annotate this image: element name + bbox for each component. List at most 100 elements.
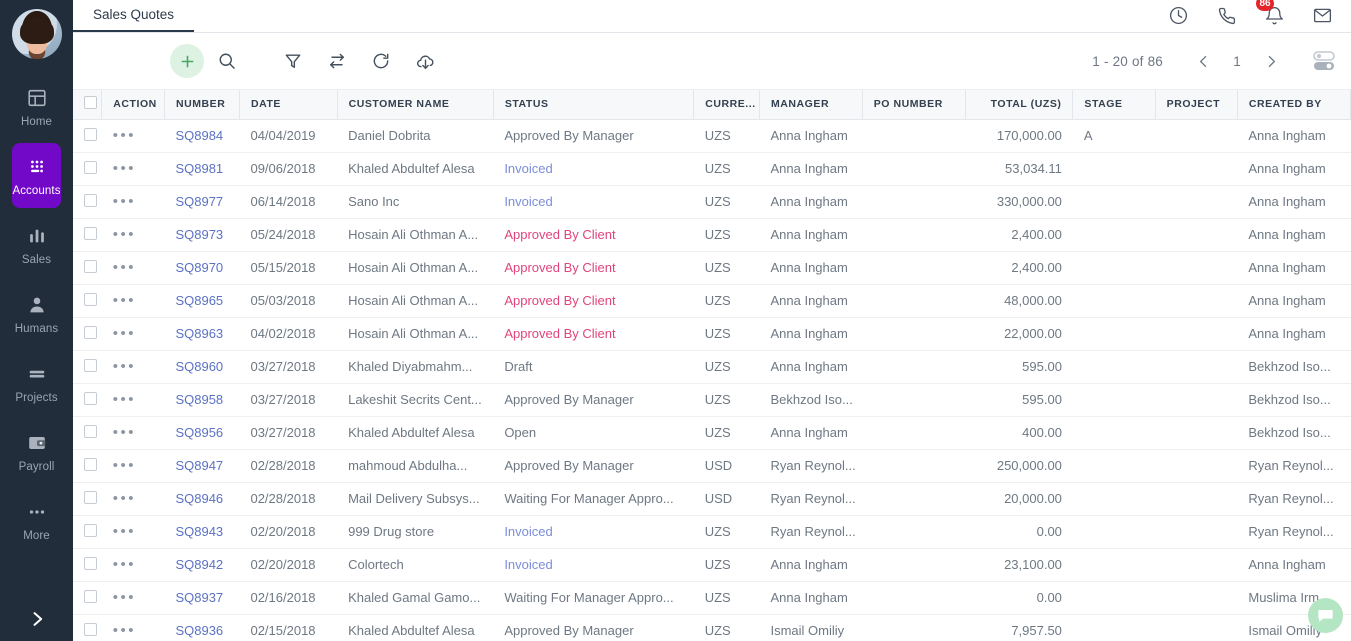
chat-button[interactable] — [1308, 598, 1343, 633]
sidebar-item-accounts[interactable]: Accounts — [12, 143, 61, 208]
table-row[interactable]: ••• SQ8984 04/04/2019 Daniel Dobrita Approve… — [73, 119, 1351, 152]
row-actions-button[interactable]: ••• — [112, 226, 137, 243]
sidebar-item-sales[interactable]: Sales — [12, 212, 61, 277]
row-checkbox[interactable] — [84, 226, 97, 240]
table-row[interactable]: ••• SQ8937 02/16/2018 Khaled Gamal Gamo... W… — [73, 581, 1351, 614]
sidebar-expand-button[interactable] — [0, 609, 73, 629]
row-actions-button[interactable]: ••• — [112, 358, 137, 375]
density-toggle-button[interactable] — [1311, 48, 1337, 74]
row-actions-button[interactable]: ••• — [112, 292, 137, 309]
column-header[interactable]: CUSTOMER NAME — [337, 90, 494, 120]
transfer-button[interactable] — [320, 44, 354, 78]
pagination-page-number[interactable]: 1 — [1233, 53, 1241, 69]
download-button[interactable] — [408, 44, 442, 78]
cell-number[interactable]: SQ8970 — [175, 260, 224, 275]
row-checkbox[interactable] — [84, 457, 97, 471]
column-header[interactable]: MANAGER — [759, 90, 863, 120]
sidebar-item-payroll[interactable]: Payroll — [12, 419, 61, 484]
cell-number[interactable]: SQ8942 — [175, 557, 224, 572]
column-header[interactable]: DATE — [239, 90, 338, 120]
column-header[interactable]: TOTAL (UZS) — [965, 90, 1074, 120]
add-button[interactable] — [170, 44, 204, 78]
table-row[interactable]: ••• SQ8936 02/15/2018 Khaled Abdultef Alesa… — [73, 614, 1351, 641]
sidebar-item-home[interactable]: Home — [12, 74, 61, 139]
column-header[interactable]: STATUS — [493, 90, 695, 120]
row-checkbox[interactable] — [84, 292, 97, 306]
cell-number[interactable]: SQ8963 — [175, 326, 224, 341]
column-header[interactable]: PROJECT — [1155, 90, 1238, 120]
cell-number[interactable]: SQ8965 — [175, 293, 224, 308]
row-actions-button[interactable]: ••• — [112, 523, 137, 540]
table-row[interactable]: ••• SQ8958 03/27/2018 Lakeshit Secrits Cent… — [73, 383, 1351, 416]
column-header[interactable]: NUMBER — [164, 90, 240, 120]
table-row[interactable]: ••• SQ8970 05/15/2018 Hosain Ali Othman A..… — [73, 251, 1351, 284]
table-row[interactable]: ••• SQ8956 03/27/2018 Khaled Abdultef Alesa… — [73, 416, 1351, 449]
row-actions-button[interactable]: ••• — [112, 556, 137, 573]
row-checkbox[interactable] — [84, 391, 97, 405]
sidebar-item-more[interactable]: More — [12, 488, 61, 553]
row-actions-button[interactable]: ••• — [112, 589, 137, 606]
refresh-button[interactable] — [364, 44, 398, 78]
avatar[interactable] — [11, 9, 62, 59]
table-row[interactable]: ••• SQ8963 04/02/2018 Hosain Ali Othman A..… — [73, 317, 1351, 350]
row-actions-button[interactable]: ••• — [112, 457, 137, 474]
sidebar-item-humans[interactable]: Humans — [12, 281, 61, 346]
row-checkbox[interactable] — [84, 523, 97, 537]
cell-number[interactable]: SQ8984 — [175, 128, 224, 143]
row-checkbox[interactable] — [84, 127, 97, 141]
row-actions-button[interactable]: ••• — [112, 424, 137, 441]
table-row[interactable]: ••• SQ8977 06/14/2018 Sano Inc Invoiced UZS An… — [73, 185, 1351, 218]
row-actions-button[interactable]: ••• — [112, 127, 137, 144]
row-actions-button[interactable]: ••• — [112, 391, 137, 408]
notifications-button[interactable]: 86 — [1256, 0, 1285, 26]
row-checkbox[interactable] — [84, 259, 97, 273]
cell-number[interactable]: SQ8943 — [175, 524, 224, 539]
column-header[interactable]: PO NUMBER — [862, 90, 966, 120]
cell-number[interactable]: SQ8958 — [175, 392, 224, 407]
tab-sales-quotes[interactable]: Sales Quotes — [73, 0, 195, 32]
row-checkbox[interactable] — [84, 424, 97, 438]
column-header[interactable]: ACTION — [101, 90, 165, 120]
cell-number[interactable]: SQ8946 — [175, 491, 224, 506]
table-row[interactable]: ••• SQ8947 02/28/2018 mahmoud Abdulha... App… — [73, 449, 1351, 482]
row-actions-button[interactable]: ••• — [112, 259, 137, 276]
column-header[interactable]: STAGE — [1072, 90, 1156, 120]
row-actions-button[interactable]: ••• — [112, 325, 137, 342]
pagination-next-button[interactable] — [1257, 47, 1285, 75]
row-actions-button[interactable]: ••• — [112, 160, 137, 177]
row-actions-button[interactable]: ••• — [112, 622, 137, 639]
row-checkbox[interactable] — [84, 193, 97, 207]
column-header[interactable]: CURRE... — [693, 90, 760, 120]
filter-button[interactable] — [276, 44, 310, 78]
table-container[interactable]: ACTION NUMBER DATE CUSTOMER NAME STATUS CURRE… — [73, 90, 1351, 641]
history-button[interactable] — [1168, 5, 1189, 26]
table-row[interactable]: ••• SQ8942 02/20/2018 Colortech Invoiced UZS A… — [73, 548, 1351, 581]
table-row[interactable]: ••• SQ8946 02/28/2018 Mail Delivery Subsys.… — [73, 482, 1351, 515]
table-row[interactable]: ••• SQ8981 09/06/2018 Khaled Abdultef Alesa… — [73, 152, 1351, 185]
column-header[interactable]: CREATED BY — [1237, 90, 1351, 120]
cell-number[interactable]: SQ8956 — [175, 425, 224, 440]
row-checkbox[interactable] — [84, 325, 97, 339]
search-button[interactable] — [210, 44, 244, 78]
mail-button[interactable] — [1312, 5, 1333, 26]
cell-number[interactable]: SQ8960 — [175, 359, 224, 374]
row-checkbox[interactable] — [84, 589, 97, 603]
row-actions-button[interactable]: ••• — [112, 490, 137, 507]
table-row[interactable]: ••• SQ8965 05/03/2018 Hosain Ali Othman A..… — [73, 284, 1351, 317]
cell-number[interactable]: SQ8973 — [175, 227, 224, 242]
table-row[interactable]: ••• SQ8960 03/27/2018 Khaled Diyabmahm... Dr… — [73, 350, 1351, 383]
row-checkbox[interactable] — [84, 622, 97, 636]
table-row[interactable]: ••• SQ8943 02/20/2018 999 Drug store Invoice… — [73, 515, 1351, 548]
select-all-checkbox[interactable] — [84, 96, 97, 110]
table-row[interactable]: ••• SQ8973 05/24/2018 Hosain Ali Othman A..… — [73, 218, 1351, 251]
cell-number[interactable]: SQ8936 — [175, 623, 224, 638]
pagination-prev-button[interactable] — [1189, 47, 1217, 75]
cell-number[interactable]: SQ8981 — [175, 161, 224, 176]
row-actions-button[interactable]: ••• — [112, 193, 137, 210]
sidebar-item-projects[interactable]: Projects — [12, 350, 61, 415]
cell-number[interactable]: SQ8937 — [175, 590, 224, 605]
row-checkbox[interactable] — [84, 160, 97, 174]
cell-number[interactable]: SQ8947 — [175, 458, 224, 473]
row-checkbox[interactable] — [84, 358, 97, 372]
row-checkbox[interactable] — [84, 556, 97, 570]
